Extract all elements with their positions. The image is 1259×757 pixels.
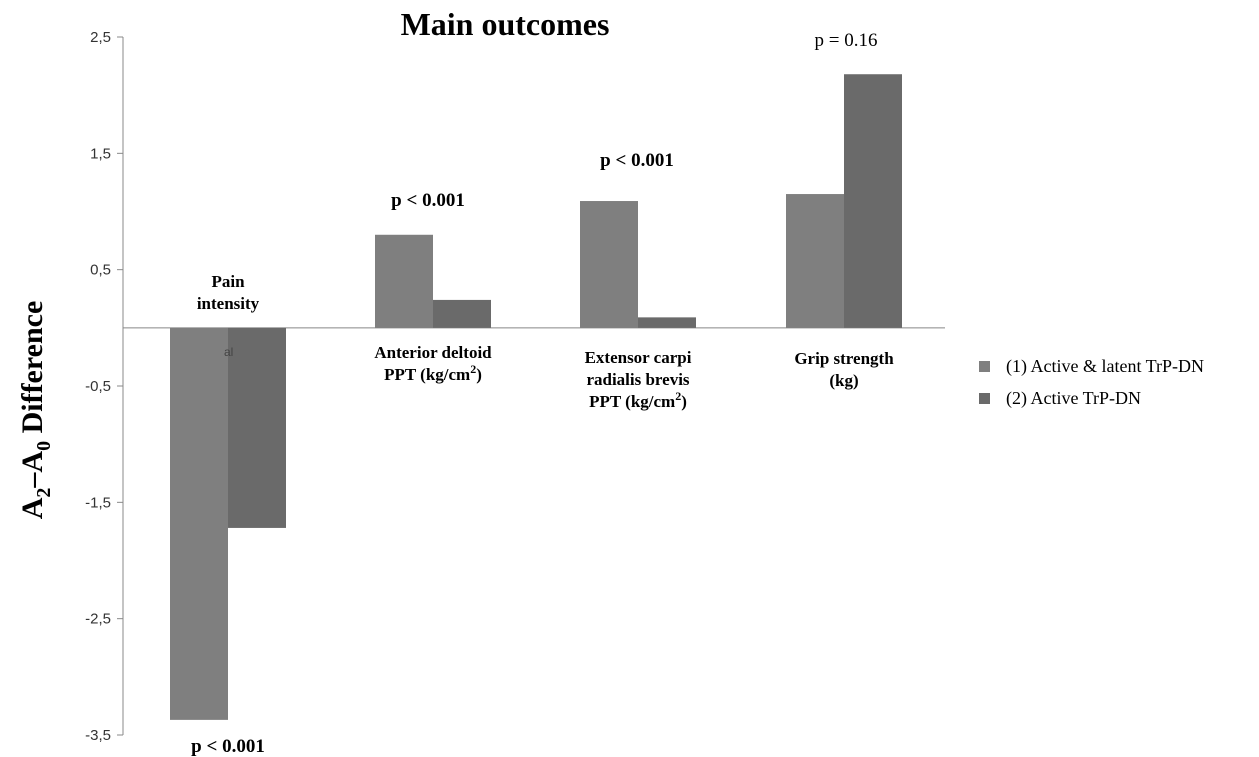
y-tick-label: -2,5 bbox=[85, 611, 111, 628]
bar-series2-2 bbox=[638, 317, 696, 328]
y-tick-label: -3,5 bbox=[85, 727, 111, 744]
bar-series1-1 bbox=[375, 234, 433, 328]
y-axis-label: A2–A0 Difference bbox=[16, 301, 55, 520]
p-value-labels: p < 0.001 p < 0.001 p < 0.001 p = 0.16 bbox=[191, 30, 877, 757]
legend-swatch bbox=[979, 361, 990, 372]
category-label: Grip strength bbox=[794, 349, 894, 368]
bar-series2-0 bbox=[228, 327, 286, 528]
p-value-label: p < 0.001 bbox=[391, 190, 465, 211]
y-tick-label: 1,5 bbox=[90, 145, 111, 162]
p-value-label: p < 0.001 bbox=[191, 736, 265, 757]
legend-label: (2) Active TrP-DN bbox=[1006, 388, 1141, 409]
legend-swatch bbox=[979, 393, 990, 404]
category-label: Anterior deltoid bbox=[374, 343, 492, 362]
category-label: Extensor carpi bbox=[585, 348, 692, 367]
chart-title: Main outcomes bbox=[401, 6, 610, 42]
y-tick-label: 0,5 bbox=[90, 262, 111, 279]
bar-series2-1 bbox=[433, 299, 491, 328]
category-label: (kg) bbox=[829, 371, 858, 390]
bar-series2-3 bbox=[844, 74, 902, 328]
category-label: intensity bbox=[197, 294, 260, 313]
category-label: radialis brevis bbox=[586, 370, 689, 389]
legend: (1) Active & latent TrP-DN (2) Active TrP… bbox=[979, 356, 1204, 409]
y-tick-label: -0,5 bbox=[85, 378, 111, 395]
bar-series1-3 bbox=[786, 194, 844, 328]
y-axis-title: A2–A0 Difference bbox=[16, 301, 55, 520]
p-value-label: p = 0.16 bbox=[815, 30, 878, 51]
legend-label: (1) Active & latent TrP-DN bbox=[1006, 356, 1204, 377]
p-value-label: p < 0.001 bbox=[600, 150, 674, 171]
y-tick-label: -1,5 bbox=[85, 494, 111, 511]
y-tick-label: 2,5 bbox=[90, 29, 111, 46]
category-label: Pain bbox=[211, 272, 245, 291]
stray-text: al bbox=[224, 345, 233, 359]
category-label: PPT (kg/cm2) bbox=[384, 362, 482, 384]
bar-series1-0 bbox=[170, 327, 228, 720]
bars bbox=[170, 74, 902, 720]
bar-series1-2 bbox=[580, 201, 638, 328]
category-label: PPT (kg/cm2) bbox=[589, 389, 687, 411]
